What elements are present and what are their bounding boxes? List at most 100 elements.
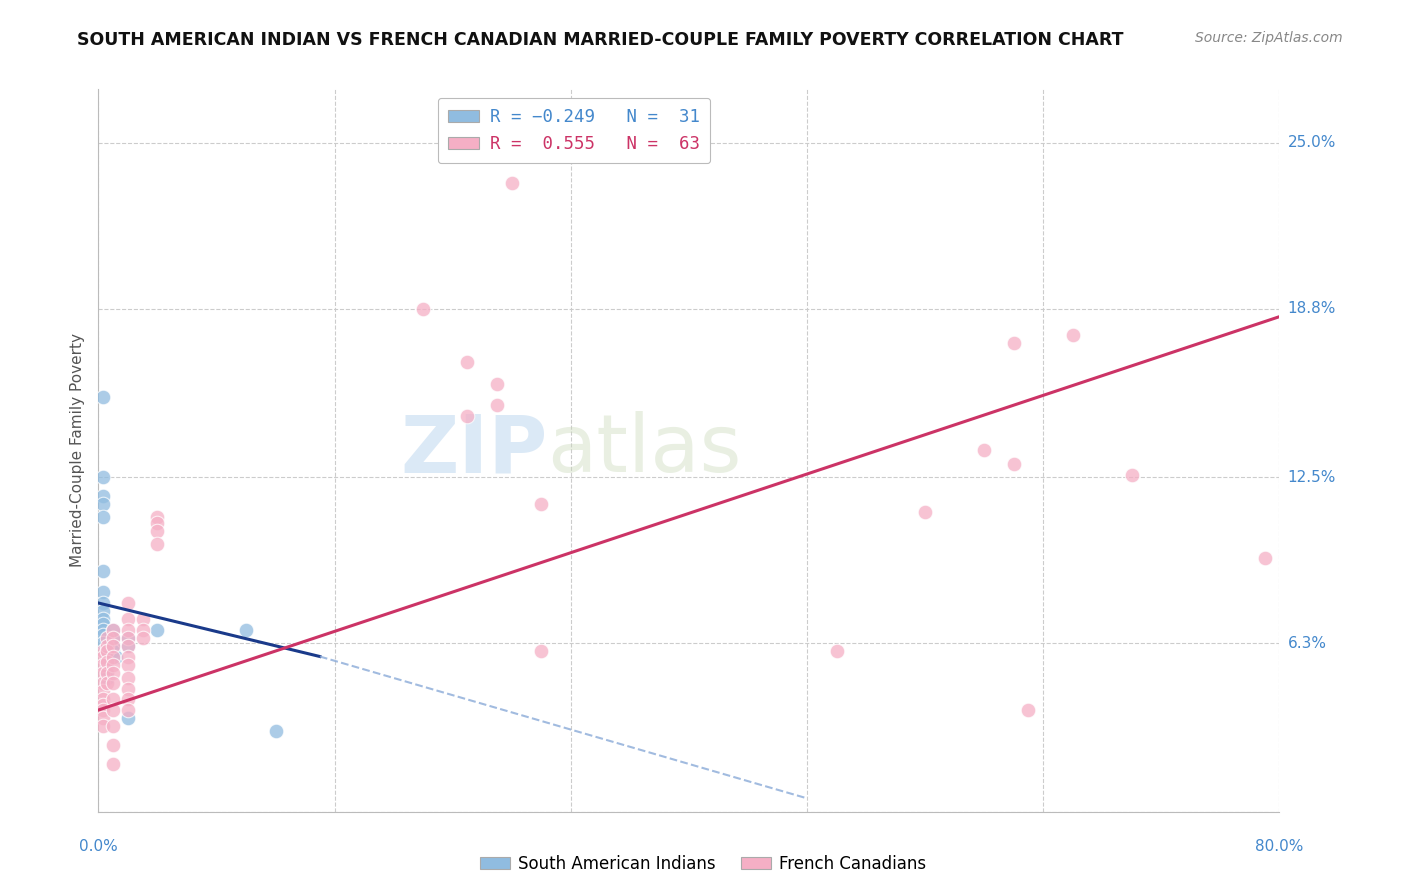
Point <box>91 665 114 680</box>
Point <box>91 617 114 632</box>
Point <box>146 524 169 538</box>
Point <box>1002 457 1025 471</box>
Point <box>91 711 114 725</box>
Point <box>117 631 139 645</box>
Point <box>91 649 114 664</box>
Point <box>117 623 139 637</box>
Point <box>501 176 523 190</box>
Text: SOUTH AMERICAN INDIAN VS FRENCH CANADIAN MARRIED-COUPLE FAMILY POVERTY CORRELATI: SOUTH AMERICAN INDIAN VS FRENCH CANADIAN… <box>77 31 1123 49</box>
Point <box>103 756 125 771</box>
Point <box>91 489 114 503</box>
Point <box>117 703 139 717</box>
Point <box>146 537 169 551</box>
Point <box>96 655 118 669</box>
Point <box>91 612 114 626</box>
Point <box>91 470 114 484</box>
Text: 0.0%: 0.0% <box>79 839 118 855</box>
Point <box>103 719 125 733</box>
Point <box>96 631 118 645</box>
Text: ZIP: ZIP <box>399 411 547 490</box>
Point <box>117 681 139 696</box>
Legend: South American Indians, French Canadians: South American Indians, French Canadians <box>474 848 932 880</box>
Point <box>530 644 553 658</box>
Point <box>1002 336 1025 351</box>
Point <box>103 703 125 717</box>
Point <box>132 631 155 645</box>
Point <box>91 636 114 650</box>
Point <box>103 692 125 706</box>
Point <box>91 497 114 511</box>
Point <box>825 644 848 658</box>
Point <box>96 644 118 658</box>
Point <box>117 596 139 610</box>
Point <box>96 644 118 658</box>
Point <box>96 665 118 680</box>
Text: 6.3%: 6.3% <box>1288 636 1327 650</box>
Point <box>91 510 114 524</box>
Point <box>235 623 257 637</box>
Point <box>146 516 169 530</box>
Point <box>1018 703 1040 717</box>
Point <box>103 738 125 752</box>
Point <box>91 390 114 404</box>
Point <box>117 639 139 653</box>
Point <box>486 376 509 391</box>
Point <box>91 719 114 733</box>
Point <box>91 596 114 610</box>
Legend: R = −0.249   N =  31, R =  0.555   N =  63: R = −0.249 N = 31, R = 0.555 N = 63 <box>437 98 710 163</box>
Point <box>457 409 479 423</box>
Point <box>973 443 995 458</box>
Point <box>146 510 169 524</box>
Point <box>103 639 125 653</box>
Point <box>105 649 128 664</box>
Point <box>117 612 139 626</box>
Point <box>96 639 118 653</box>
Point <box>117 631 139 645</box>
Point <box>103 649 125 664</box>
Point <box>117 711 139 725</box>
Point <box>103 639 125 653</box>
Text: 25.0%: 25.0% <box>1288 136 1336 150</box>
Text: Source: ZipAtlas.com: Source: ZipAtlas.com <box>1195 31 1343 45</box>
Point <box>264 724 287 739</box>
Point <box>103 631 125 645</box>
Point <box>117 657 139 672</box>
Point <box>91 644 114 658</box>
Point <box>91 628 114 642</box>
Point <box>412 301 434 316</box>
Point <box>91 703 114 717</box>
Point <box>103 644 125 658</box>
Point <box>914 505 936 519</box>
Point <box>91 692 114 706</box>
Point <box>96 671 118 685</box>
Text: atlas: atlas <box>547 411 741 490</box>
Point <box>530 497 553 511</box>
Point <box>103 623 125 637</box>
Point <box>103 676 125 690</box>
Point <box>96 649 118 664</box>
Point <box>457 355 479 369</box>
Point <box>117 649 139 664</box>
Point <box>1254 550 1277 565</box>
Text: 18.8%: 18.8% <box>1288 301 1336 316</box>
Point <box>91 657 114 672</box>
Point <box>103 665 125 680</box>
Point <box>132 623 155 637</box>
Point <box>103 657 125 672</box>
Point <box>1062 328 1084 343</box>
Text: 12.5%: 12.5% <box>1288 470 1336 484</box>
Point <box>91 698 114 712</box>
Point <box>96 676 118 690</box>
Point <box>146 623 169 637</box>
Point <box>91 623 114 637</box>
Point <box>117 639 139 653</box>
Text: 80.0%: 80.0% <box>1256 839 1303 855</box>
Point <box>132 612 155 626</box>
Y-axis label: Married-Couple Family Poverty: Married-Couple Family Poverty <box>70 334 86 567</box>
Point <box>96 665 118 680</box>
Point <box>96 655 118 669</box>
Point <box>486 398 509 412</box>
Point <box>103 623 125 637</box>
Point <box>91 564 114 578</box>
Point <box>96 660 118 674</box>
